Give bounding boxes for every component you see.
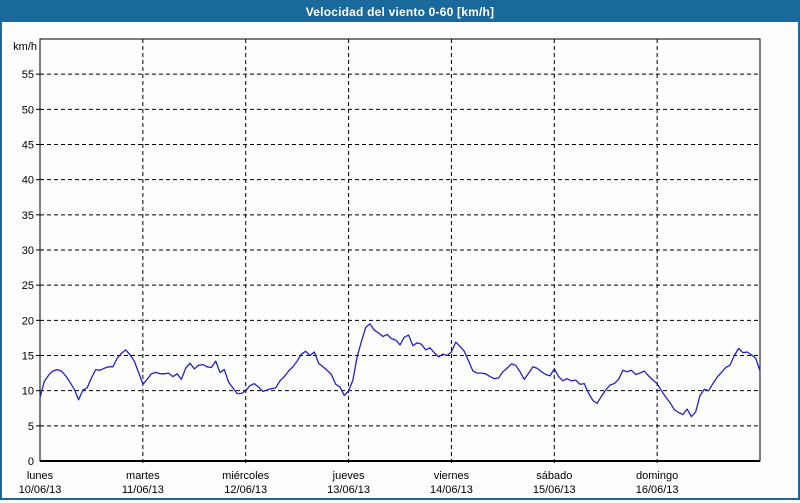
- x-date-label: 14/06/13: [430, 484, 473, 496]
- y-tick-label: 30: [22, 245, 34, 257]
- chart-title: Velocidad del viento 0-60 [km/h]: [305, 5, 495, 19]
- y-tick-label: 5: [28, 421, 34, 433]
- x-date-label: 15/06/13: [533, 484, 576, 496]
- x-date-label: 16/06/13: [636, 484, 679, 496]
- y-tick-label: 35: [22, 210, 34, 222]
- y-tick-label: 40: [22, 175, 34, 187]
- x-day-label: lunes: [27, 470, 54, 482]
- y-tick-label: 45: [22, 140, 34, 152]
- x-date-label: 12/06/13: [224, 484, 267, 496]
- y-tick-label: 25: [22, 280, 34, 292]
- y-tick-label: 15: [22, 351, 34, 363]
- x-day-label: jueves: [332, 470, 365, 482]
- x-day-label: martes: [126, 470, 160, 482]
- x-date-label: 13/06/13: [327, 484, 370, 496]
- x-date-label: 11/06/13: [122, 484, 164, 496]
- x-day-label: sábado: [536, 470, 572, 482]
- x-date-label: 10/06/13: [19, 484, 62, 496]
- y-tick-label: 50: [22, 104, 34, 116]
- x-day-label: viernes: [434, 470, 470, 482]
- y-tick-label: 55: [22, 69, 34, 81]
- y-tick-label: 20: [22, 315, 34, 327]
- wind-speed-line: [39, 323, 761, 418]
- y-tick-label: 10: [22, 386, 34, 398]
- window-titlebar: Velocidad del viento 0-60 [km/h]: [2, 2, 798, 22]
- x-day-label: domingo: [636, 470, 678, 482]
- y-axis-unit-label: km/h: [13, 41, 37, 53]
- x-day-label: miércoles: [222, 470, 270, 482]
- y-tick-label: 0: [28, 456, 34, 468]
